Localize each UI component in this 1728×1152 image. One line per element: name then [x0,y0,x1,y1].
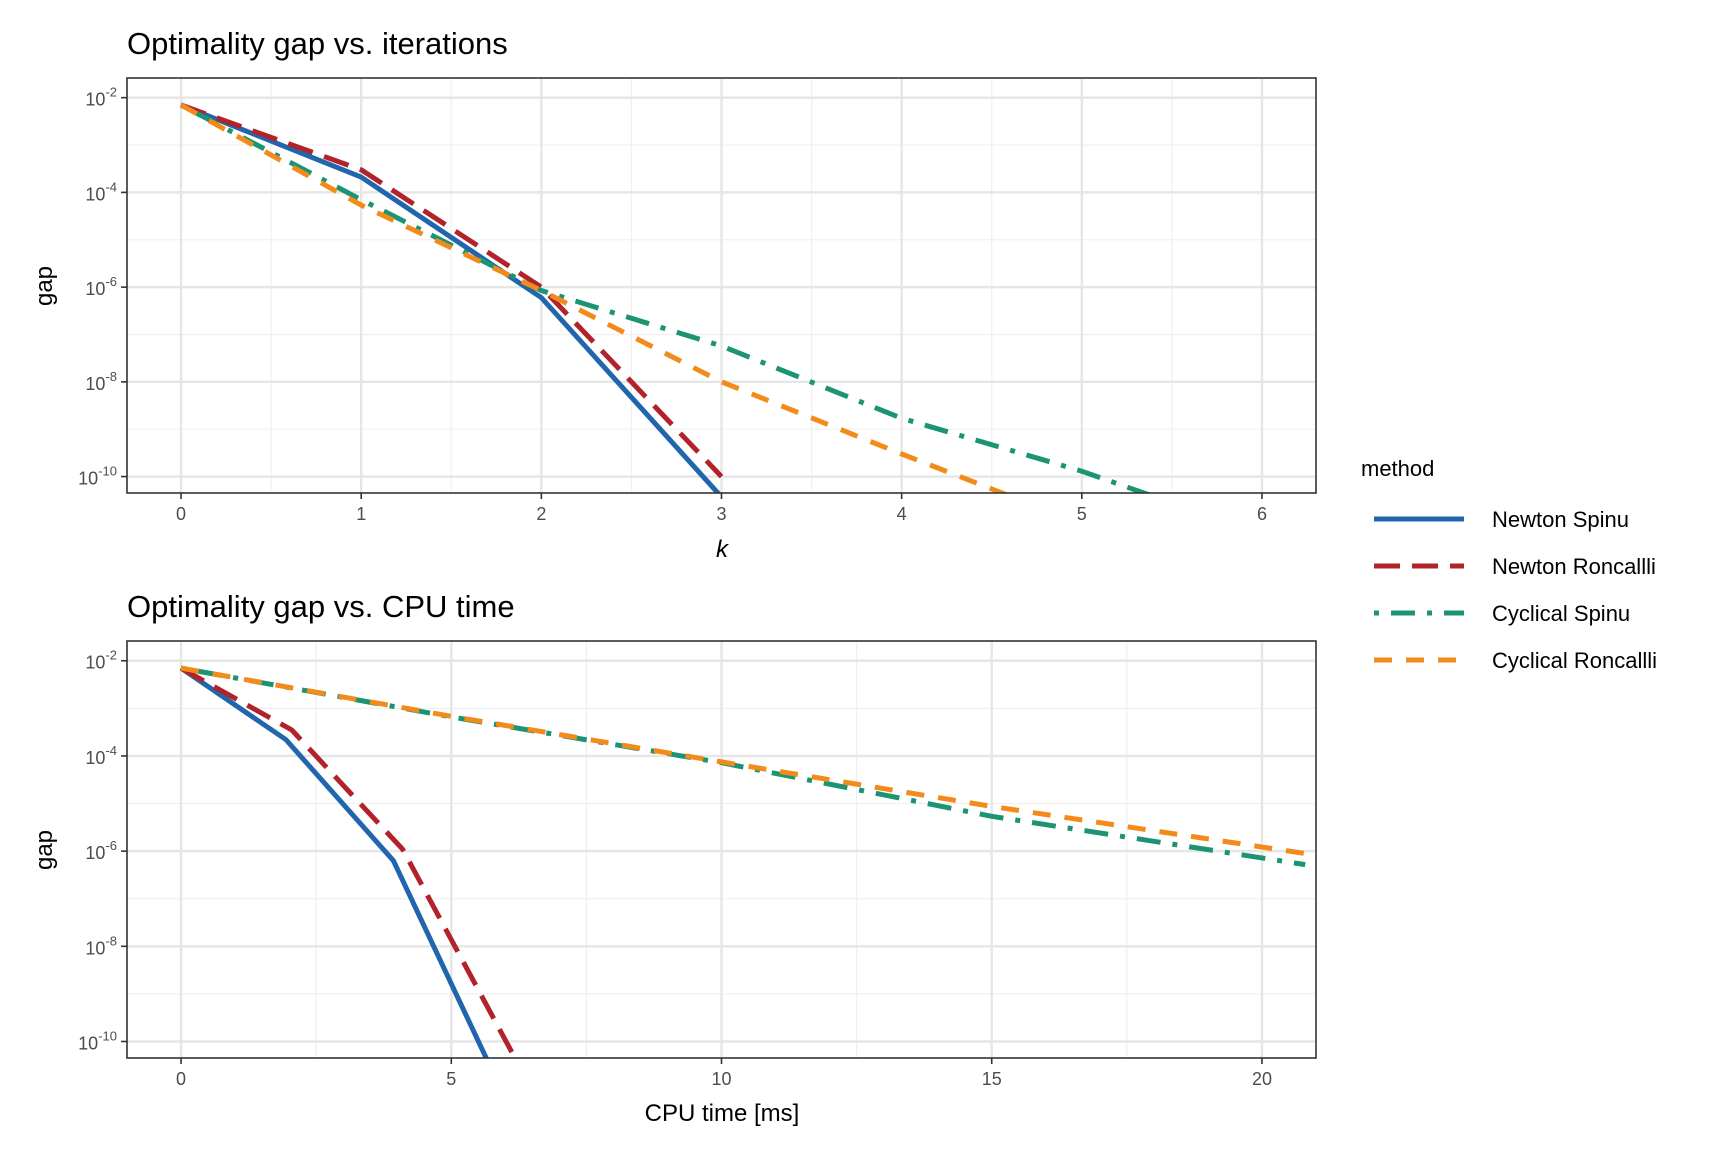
bottom-y-axis-label: gap [31,830,58,870]
panel-1: 0 5 10 15 20 10-2 10-4 10-6 10-8 10-10 [78,640,1317,1089]
legend-label: Cyclical Roncallli [1492,648,1657,673]
legend: method Newton Spinu Newton Roncallli Cycli… [1361,456,1657,673]
x-tick-label: 5 [446,1069,456,1089]
legend-item: Cyclical Roncallli [1374,648,1657,673]
bottom-chart-title: Optimality gap vs. CPU time [127,589,515,624]
y-tick-label: 10-2 [85,85,117,110]
y-tick-label: 10-10 [78,464,117,489]
x-tick-label: 0 [176,1069,186,1089]
series-line-newton-roncallli [179,665,518,1058]
y-tick-label: 10-4 [85,179,117,204]
series-line-cyclical-spinu [179,102,1152,493]
legend-title: method [1361,456,1434,481]
legend-label: Cyclical Spinu [1492,601,1630,626]
x-tick-label: 6 [1257,504,1267,524]
legend-label: Newton Spinu [1492,507,1629,532]
y-tick-label: 10-6 [85,838,117,863]
y-tick-label: 10-6 [85,274,117,299]
series-line-newton-spinu [180,102,722,493]
x-tick-label: 0 [176,504,186,524]
x-tick-label: 4 [897,504,907,524]
legend-item: Cyclical Spinu [1374,601,1630,626]
legend-item: Newton Roncallli [1374,554,1656,579]
legend-item: Newton Spinu [1374,507,1629,532]
y-tick-label: 10-4 [85,743,117,768]
series-line-newton-roncallli [180,102,724,479]
x-tick-label: 10 [711,1069,731,1089]
x-tick-label: 2 [536,504,546,524]
series-line-newton-spinu [179,666,489,1058]
x-tick-label: 15 [982,1069,1002,1089]
y-tick-label: 10-2 [85,648,117,673]
x-tick-label: 1 [356,504,366,524]
series-line-cyclical-roncallli [179,102,1010,493]
x-tick-label: 20 [1252,1069,1272,1089]
y-tick-label: 10-10 [78,1028,117,1053]
y-tick-label: 10-8 [85,933,117,958]
panel-border [126,77,1317,494]
top-y-axis-label: gap [31,266,58,306]
panel-border [126,640,1317,1059]
bottom-x-axis-label: CPU time [ms] [645,1100,800,1127]
x-tick-label: 3 [716,504,726,524]
legend-label: Newton Roncallli [1492,554,1656,579]
x-tick-label: 5 [1077,504,1087,524]
panel-0: 0 1 2 3 4 5 6 10-2 10-4 10-6 10-8 10-10 [78,77,1317,524]
series-line-cyclical-roncallli [180,665,1306,856]
y-tick-label: 10-8 [85,369,117,394]
top-chart-title: Optimality gap vs. iterations [127,26,508,61]
top-x-axis-label: k [716,536,730,563]
